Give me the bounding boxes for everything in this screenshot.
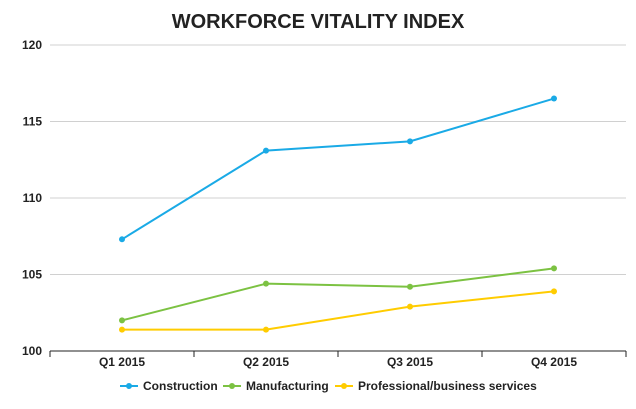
series-line-construction — [121, 97, 555, 241]
data-point — [119, 317, 125, 324]
x-tick-label: Q2 2015 — [243, 355, 289, 369]
data-point — [263, 326, 269, 333]
data-point — [407, 303, 413, 310]
x-tick-label: Q3 2015 — [387, 355, 433, 369]
data-point — [263, 280, 269, 287]
chart-title: WORKFORCE VITALITY INDEX — [172, 11, 465, 33]
y-tick-label: 105 — [22, 268, 42, 282]
y-axis-ticks: 100 105 110 115 120 — [22, 38, 42, 358]
data-point — [407, 138, 413, 145]
series-line-professional-business-services — [122, 290, 555, 331]
data-point — [551, 288, 557, 295]
legend-label: Professional/business services — [358, 379, 537, 393]
legend-label: Manufacturing — [246, 379, 329, 393]
y-tick-label: 115 — [23, 115, 43, 129]
x-axis-ticks: Q1 2015 Q2 2015 Q3 2015 Q4 2015 — [49, 351, 627, 369]
y-tick-label: 110 — [23, 191, 43, 205]
x-tick-label: Q4 2015 — [531, 355, 577, 369]
series-line-manufacturing — [121, 267, 555, 322]
y-tick-label: 120 — [22, 38, 42, 52]
data-point — [119, 236, 125, 243]
y-tick-label: 100 — [22, 344, 42, 358]
data-point — [407, 283, 413, 290]
data-point — [551, 95, 557, 102]
grid-lines — [50, 44, 626, 352]
data-point — [119, 326, 125, 333]
legend-marker — [229, 383, 235, 389]
legend: Construction Manufacturing Professional/bu… — [120, 379, 537, 393]
legend-marker — [341, 383, 347, 389]
legend-label: Construction — [143, 379, 218, 393]
data-point — [263, 147, 269, 154]
x-tick-label: Q1 2015 — [99, 355, 145, 369]
data-point — [551, 265, 557, 272]
legend-marker — [126, 383, 132, 389]
series-layer — [119, 95, 557, 333]
